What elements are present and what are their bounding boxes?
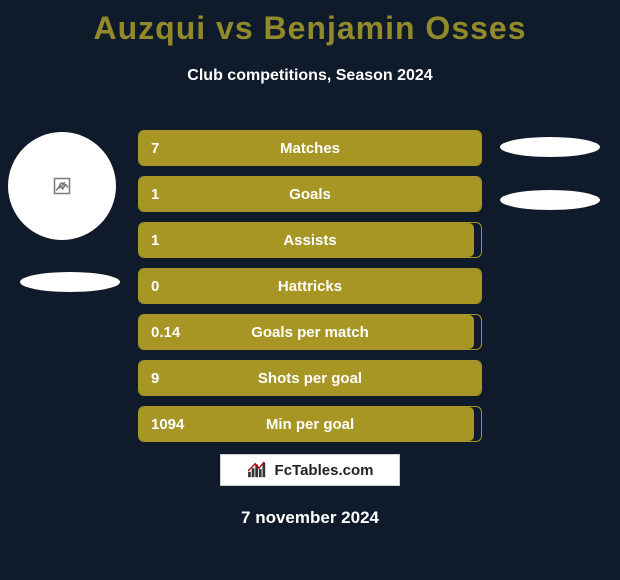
stat-bar: 1094 Min per goal [138, 406, 482, 442]
stat-label: Assists [283, 232, 336, 249]
stat-value: 1094 [139, 416, 184, 433]
player2-avatar-placeholder [500, 137, 600, 157]
stat-bar: 1 Assists [138, 222, 482, 258]
stat-value: 9 [139, 370, 159, 387]
player1-shadow [20, 272, 120, 292]
watermark-text: FcTables.com [275, 462, 374, 479]
date-label: 7 november 2024 [0, 508, 620, 528]
player1-avatar [8, 132, 116, 240]
stat-label: Matches [280, 140, 340, 157]
stat-label: Hattricks [278, 278, 342, 295]
stat-value: 0.14 [139, 324, 180, 341]
stat-bar: 7 Matches [138, 130, 482, 166]
stats-bars: 7 Matches 1 Goals 1 Assists 0 Hattricks 0.14 Goal… [138, 130, 482, 452]
stat-bar: 1 Goals [138, 176, 482, 212]
stat-label: Shots per goal [258, 370, 362, 387]
stat-value: 7 [139, 140, 159, 157]
bar-chart-icon [247, 461, 269, 479]
stat-value: 0 [139, 278, 159, 295]
watermark-badge: FcTables.com [220, 454, 400, 486]
page-title: Auzqui vs Benjamin Osses [0, 10, 620, 47]
stat-label: Goals [289, 186, 331, 203]
stat-bar: 9 Shots per goal [138, 360, 482, 396]
stat-label: Goals per match [251, 324, 369, 341]
stat-label: Min per goal [266, 416, 354, 433]
stat-value: 1 [139, 232, 159, 249]
player2-shadow [500, 190, 600, 210]
stat-value: 1 [139, 186, 159, 203]
stat-bar: 0.14 Goals per match [138, 314, 482, 350]
broken-image-icon [53, 177, 71, 195]
stat-bar: 0 Hattricks [138, 268, 482, 304]
page-subtitle: Club competitions, Season 2024 [0, 67, 620, 85]
